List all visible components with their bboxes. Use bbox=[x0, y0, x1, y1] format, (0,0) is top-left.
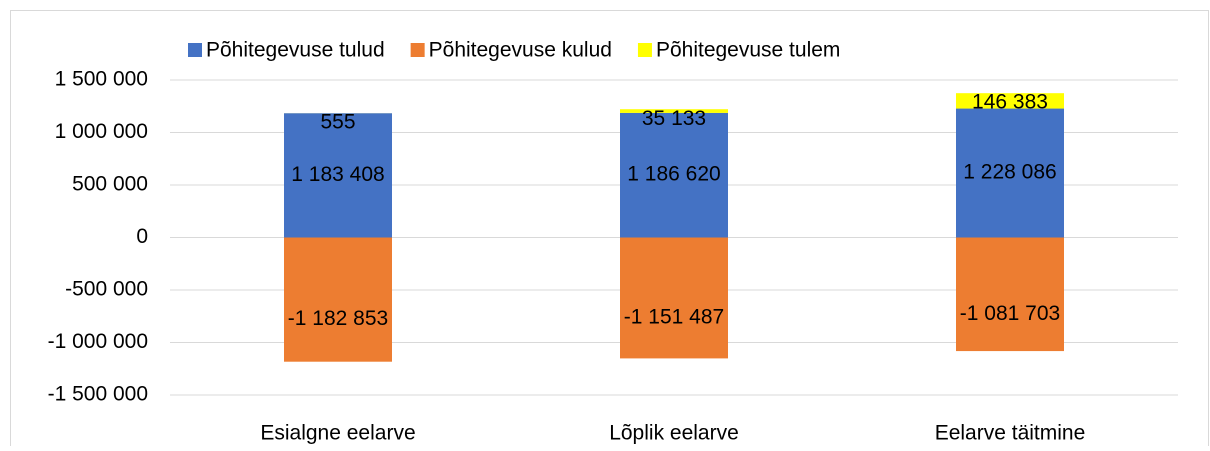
x-tick-label: Lõplik eelarve bbox=[609, 422, 739, 445]
legend-swatch bbox=[411, 43, 425, 57]
y-tick-label: -1 000 000 bbox=[48, 330, 148, 353]
y-tick-label: -500 000 bbox=[65, 278, 148, 301]
legend-label: Põhitegevuse tulud bbox=[206, 39, 385, 62]
legend-label: Põhitegevuse tulem bbox=[656, 39, 840, 62]
bar-segment bbox=[284, 238, 392, 362]
value-label: 555 bbox=[320, 111, 355, 134]
y-tick-label: 0 bbox=[136, 225, 148, 248]
value-label: 1 228 086 bbox=[963, 161, 1056, 184]
value-label: 1 186 620 bbox=[627, 163, 720, 186]
value-label: 1 183 408 bbox=[291, 163, 384, 186]
value-label: -1 182 853 bbox=[288, 307, 388, 330]
y-tick-label: 1 000 000 bbox=[55, 120, 148, 143]
x-tick-label: Esialgne eelarve bbox=[260, 422, 415, 445]
value-label: -1 151 487 bbox=[624, 305, 724, 328]
bar-segment bbox=[620, 238, 728, 359]
x-tick-label: Eelarve täitmine bbox=[935, 422, 1086, 445]
value-label: 146 383 bbox=[972, 91, 1048, 114]
y-tick-label: -1 500 000 bbox=[48, 383, 148, 406]
y-tick-label: 1 500 000 bbox=[55, 68, 148, 91]
value-label: 35 133 bbox=[642, 107, 706, 130]
legend-swatch bbox=[638, 43, 652, 57]
legend-label: Põhitegevuse kulud bbox=[429, 39, 612, 62]
bar-segment bbox=[956, 238, 1064, 352]
y-tick-label: 500 000 bbox=[72, 173, 148, 196]
value-label: -1 081 703 bbox=[960, 302, 1060, 325]
legend-swatch bbox=[188, 43, 202, 57]
